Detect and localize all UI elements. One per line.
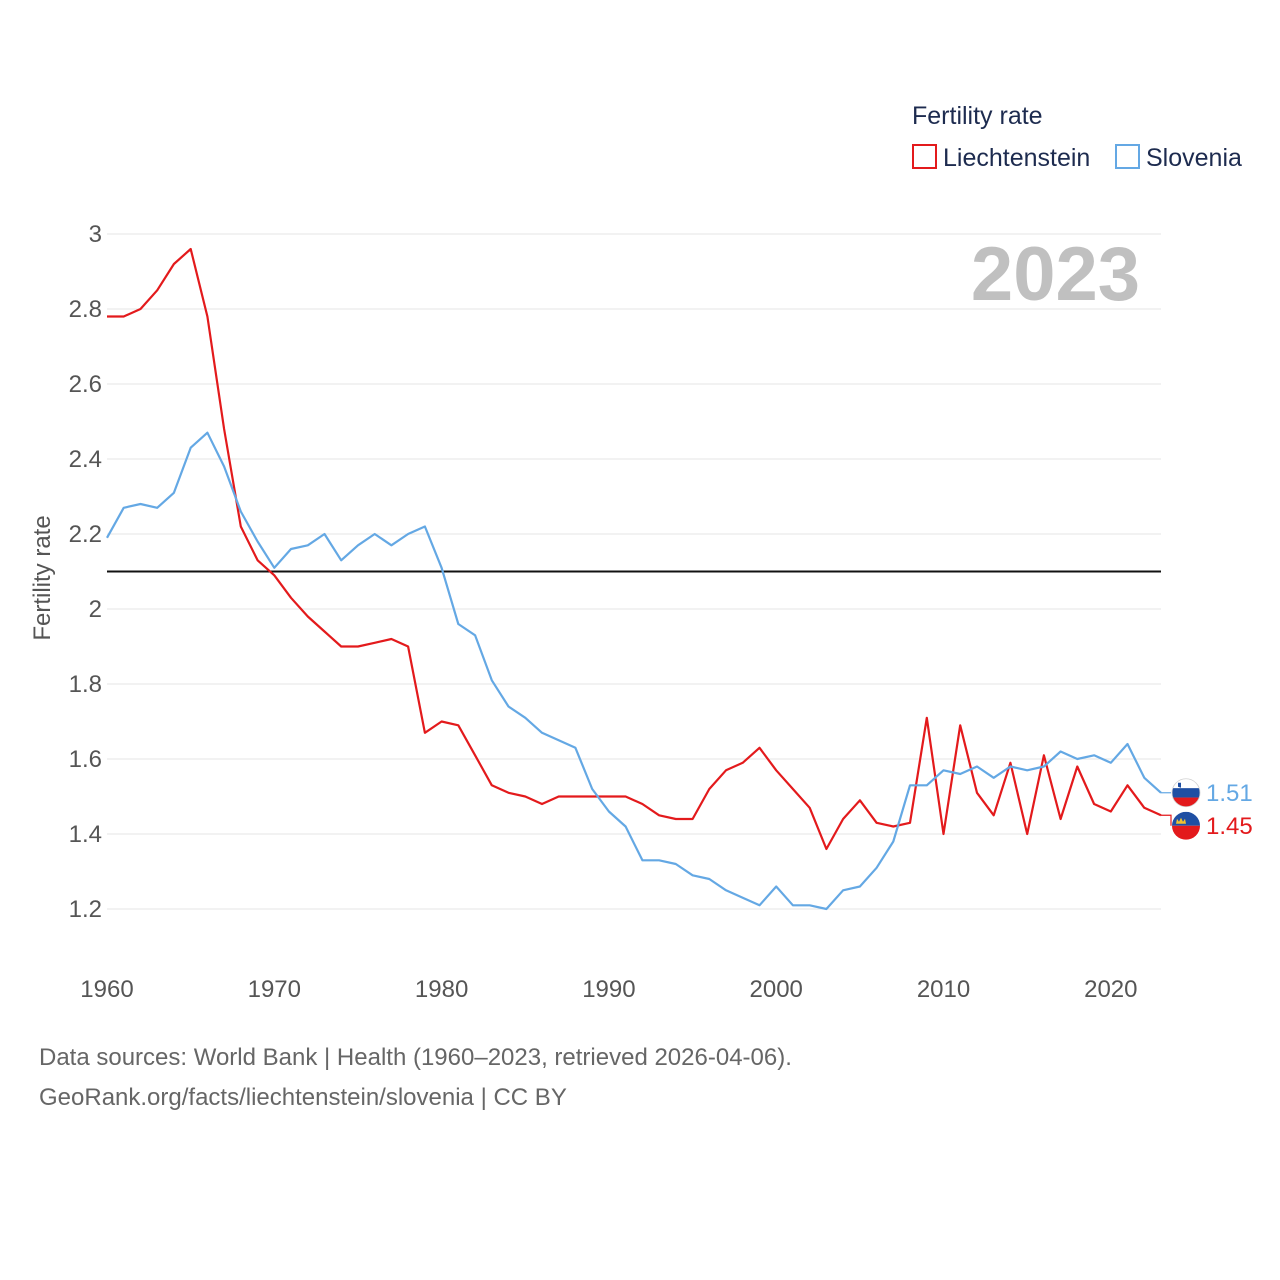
- end-connector-liechtenstein: [1161, 814, 1172, 826]
- y-tick-label: 1.6: [69, 746, 102, 773]
- legend-item-slovenia[interactable]: Slovenia: [1115, 144, 1242, 172]
- legend-swatch-slovenia: [1115, 144, 1140, 169]
- legend-title: Fertility rate: [912, 102, 1043, 130]
- end-value-label-liechtenstein: 1.45: [1206, 813, 1253, 840]
- y-tick-label: 1.8: [69, 671, 102, 698]
- series-lines: [106, 247, 1162, 911]
- credit-link[interactable]: GeoRank.org/facts/liechtenstein/slovenia…: [39, 1084, 567, 1111]
- series-line-liechtenstein: [107, 247, 1162, 851]
- x-axis-ticks: 1960 1970 1980 1990 2000 2010 2020: [80, 976, 1137, 1003]
- y-tick-label: 1.2: [69, 896, 102, 923]
- end-value-label-slovenia: 1.51: [1206, 780, 1253, 807]
- y-axis-label: Fertility rate: [29, 515, 56, 640]
- y-tick-label: 1.4: [69, 821, 102, 848]
- y-tick-label: 3: [89, 221, 102, 248]
- x-tick-label: 1990: [582, 976, 635, 1003]
- gridlines: [107, 233, 1161, 910]
- x-tick-label: 2020: [1084, 976, 1137, 1003]
- x-tick-label: 2010: [917, 976, 970, 1003]
- legend-label-liechtenstein: Liechtenstein: [943, 144, 1090, 172]
- y-tick-label: 2: [89, 596, 102, 623]
- y-tick-label: 2.8: [69, 296, 102, 323]
- y-tick-label: 2.4: [69, 446, 102, 473]
- source-note: Data sources: World Bank | Health (1960–…: [39, 1044, 792, 1071]
- legend-item-liechtenstein[interactable]: Liechtenstein: [912, 144, 1090, 172]
- end-markers: 1.51 1.45: [1161, 778, 1253, 840]
- y-tick-label: 2.2: [69, 521, 102, 548]
- x-tick-label: 1970: [248, 976, 301, 1003]
- fertility-rate-chart: Fertility rate Liechtenstein Slovenia 20…: [29, 102, 1253, 1003]
- legend-label-slovenia: Slovenia: [1146, 144, 1242, 172]
- y-tick-label: 2.6: [69, 371, 102, 398]
- x-tick-label: 1960: [80, 976, 133, 1003]
- x-tick-label: 2000: [750, 976, 803, 1003]
- year-watermark: 2023: [971, 232, 1140, 317]
- series-line-slovenia: [106, 431, 1162, 911]
- flag-icon-liechtenstein: [1172, 811, 1200, 840]
- x-tick-label: 1980: [415, 976, 468, 1003]
- flag-icon-slovenia: [1171, 778, 1201, 808]
- legend-swatch-liechtenstein: [912, 144, 937, 169]
- y-axis-ticks: 1.2 1.4 1.6 1.8 2 2.2 2.4 2.6 2.8 3: [69, 221, 102, 923]
